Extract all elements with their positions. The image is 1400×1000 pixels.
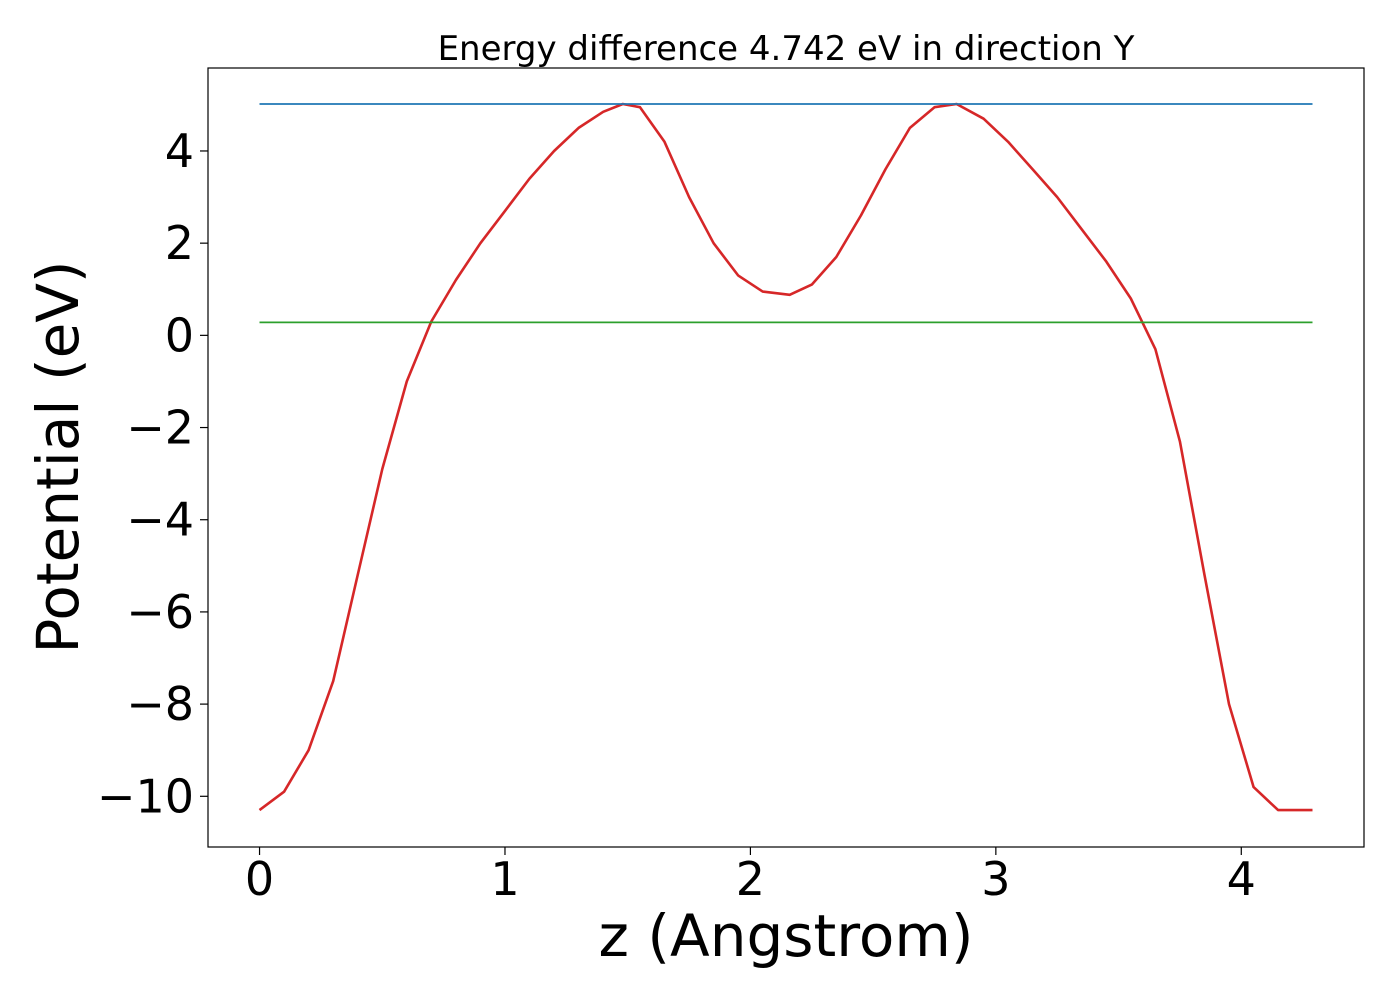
- y-tick-label: −8: [126, 677, 194, 731]
- y-tick-label: 0: [165, 308, 194, 362]
- x-tick-label: 4: [1227, 852, 1256, 906]
- y-tick-label: 4: [165, 124, 194, 178]
- x-axis: 0 1 2 3 4: [245, 847, 1256, 906]
- y-axis: 4 2 0 −2 −4 −6 −8 −10: [97, 124, 208, 823]
- chart-title: Energy difference 4.742 eV in direction …: [438, 29, 1135, 69]
- x-tick-label: 0: [245, 852, 274, 906]
- series-line-0: [258, 102, 1313, 812]
- y-tick-label: −6: [126, 585, 194, 639]
- series-layer: [258, 102, 1313, 812]
- x-tick-label: 3: [981, 852, 1010, 906]
- y-axis-label: Potential (eV): [24, 260, 92, 653]
- x-axis-label: z (Angstrom): [599, 902, 974, 970]
- y-tick-label: 2: [165, 216, 194, 270]
- x-tick-label: 1: [490, 852, 519, 906]
- y-tick-label: −10: [97, 769, 194, 823]
- y-tick-label: −2: [126, 401, 194, 455]
- plot-frame: [207, 67, 1365, 848]
- y-tick-label: −4: [126, 493, 194, 547]
- x-tick-label: 2: [736, 852, 765, 906]
